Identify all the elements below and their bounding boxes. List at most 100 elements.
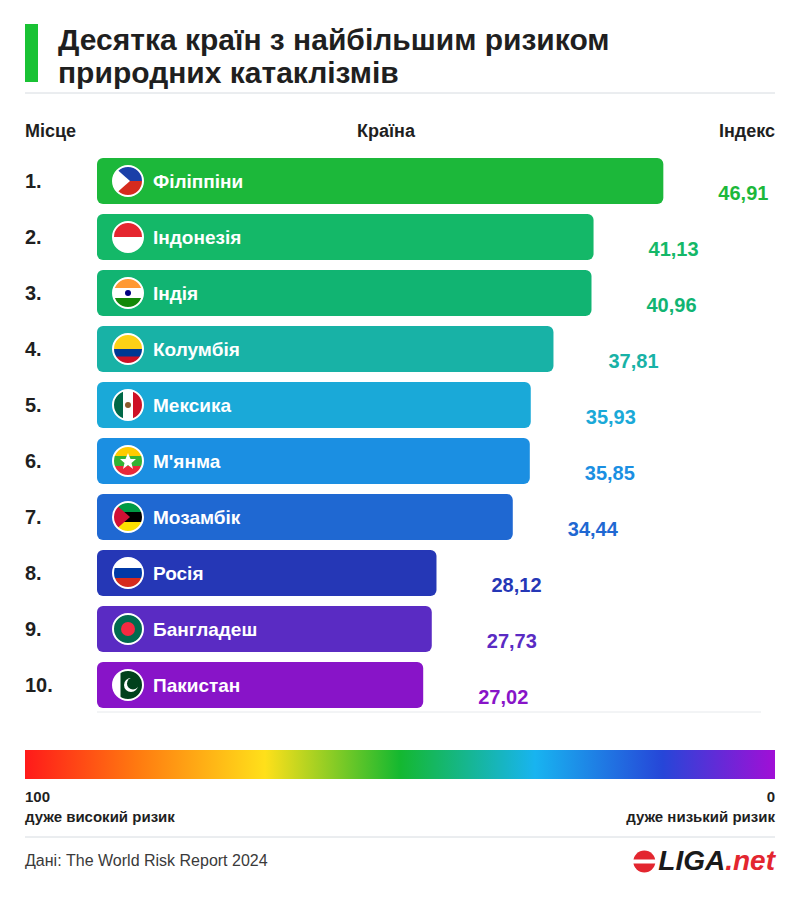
category-label: Філіппіни: [153, 171, 243, 192]
flag-stripe: [113, 349, 143, 357]
bar: [97, 438, 530, 484]
flag-triangle: [113, 166, 130, 196]
flag-dot: [125, 402, 131, 408]
brand-part: .net: [725, 845, 776, 876]
color-scale-tick: 100: [25, 788, 50, 805]
labels: 1. Філіппіни 46,91 2. Індонезія 41,13 3. Індія 4…: [25, 166, 768, 708]
category-label: Мозамбік: [153, 507, 241, 528]
brand-part: LIGA: [658, 845, 725, 876]
flag-moon: [124, 678, 138, 692]
column-head: Місце: [25, 121, 76, 141]
bar: [97, 606, 432, 652]
flag-border: [113, 390, 143, 420]
category-label: Росія: [153, 563, 204, 584]
separator: [25, 837, 775, 838]
bar: [97, 158, 663, 204]
flag: [113, 502, 143, 533]
flag: [113, 670, 144, 700]
flag: [113, 614, 143, 645]
title: Десятка країн з найбільшим ризикомприрод…: [58, 23, 610, 89]
flag: [113, 446, 143, 477]
flag-stripe: [113, 568, 143, 579]
bar: [97, 214, 594, 260]
flag-stripe: [113, 614, 143, 645]
flag-stripe: [113, 342, 143, 350]
rank-label: 9.: [25, 618, 42, 640]
flag: [113, 166, 143, 197]
title-accent: [25, 24, 38, 82]
value-label: 40,96: [646, 294, 696, 316]
value-label: 37,81: [608, 350, 658, 372]
flag-dot: [125, 290, 131, 296]
column-head: Індекс: [719, 121, 775, 141]
flag-border: [113, 334, 143, 364]
flag-border: [113, 558, 143, 588]
source: Дані: The World Risk Report 2024: [25, 852, 268, 869]
bar: [97, 326, 553, 372]
category-label: Колумбія: [153, 339, 240, 360]
bars: [97, 158, 663, 708]
value-label: 35,93: [586, 406, 636, 428]
value-label: 46,91: [718, 182, 768, 204]
flag: [113, 222, 143, 253]
bar: [97, 494, 513, 540]
flag-moon-cut: [127, 678, 139, 690]
category-label: Пакистан: [153, 675, 240, 696]
flag-border: [113, 614, 143, 644]
rank-label: 10.: [25, 674, 53, 696]
color-scale-tick: 0: [767, 788, 775, 805]
value-label: 27,02: [478, 686, 528, 708]
background: [0, 0, 800, 899]
flag: [113, 278, 143, 309]
value-label: 28,12: [491, 574, 541, 596]
category-label: Індонезія: [153, 227, 241, 248]
value-label: 41,13: [649, 238, 699, 260]
bar: [97, 550, 436, 596]
brand-icon: [633, 851, 655, 873]
flag: [113, 558, 143, 589]
value-label: 27,73: [487, 630, 537, 652]
flag-dot: [121, 622, 135, 636]
category-label: М'янма: [153, 451, 221, 472]
flag-triangle: [113, 502, 130, 532]
bar: [97, 270, 591, 316]
color-scale-label: дуже низький ризик: [626, 808, 775, 825]
bar: [97, 382, 531, 428]
rank-label: 7.: [25, 506, 42, 528]
separator: [25, 93, 775, 94]
flag: [113, 334, 143, 365]
flag: [113, 390, 144, 420]
flag-border: [113, 670, 143, 700]
flag-stripe: [123, 390, 134, 420]
category-label: Індія: [153, 283, 198, 304]
bar: [97, 662, 423, 708]
title-line: Десятка країн з найбільшим ризиком: [58, 23, 610, 56]
rank-label: 1.: [25, 170, 42, 192]
flag-border: [113, 502, 143, 532]
value-label: 35,85: [585, 462, 635, 484]
rank-label: 4.: [25, 338, 42, 360]
flag-star: [120, 453, 136, 469]
category-label: Бангладеш: [153, 619, 257, 640]
flag-border: [113, 222, 143, 252]
column-head: Країна: [357, 121, 416, 141]
chart-root: Десятка країн з найбільшим ризикомприрод…: [0, 0, 800, 899]
brand-icon-cut: [632, 860, 656, 864]
title-line: природних катаклізмів: [58, 56, 399, 89]
rank-label: 3.: [25, 282, 42, 304]
value-label: 34,44: [568, 518, 619, 540]
x-axis-line: [97, 712, 761, 713]
rank-label: 5.: [25, 394, 42, 416]
rank-label: 6.: [25, 450, 42, 472]
rank-label: 2.: [25, 226, 42, 248]
flag-stripe: [113, 288, 143, 299]
flag-border: [113, 166, 143, 196]
flag-stripe: [113, 237, 143, 253]
flag-stripe: [113, 222, 143, 238]
rank-label: 8.: [25, 562, 42, 584]
brand: LIGA.net: [658, 845, 776, 876]
category-label: Мексика: [153, 395, 231, 416]
color-scale-label: дуже високий ризик: [25, 808, 175, 825]
flag-border: [113, 446, 143, 476]
flag-border: [113, 278, 143, 308]
